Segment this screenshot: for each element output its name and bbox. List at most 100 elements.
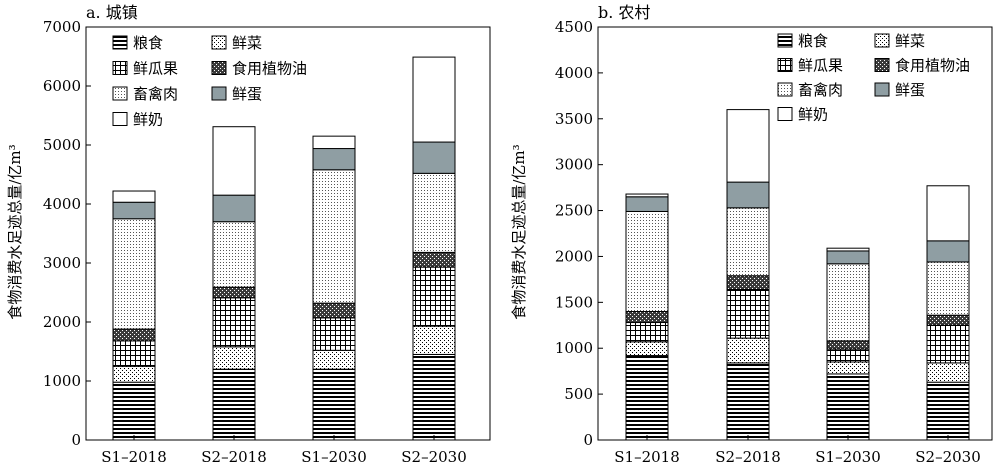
legend-swatch [874,33,890,48]
bar-segment [112,190,156,203]
bar-segment [926,381,970,441]
bar-segment [926,314,970,326]
bar-segment [826,373,870,441]
bar-segment [625,322,669,343]
y-tick-label: 3000 [43,254,81,272]
legend-label: 鲜蛋 [232,85,262,103]
bar-segment [826,340,870,350]
legend-swatch [777,33,793,48]
y-tick-label: 7000 [43,18,81,36]
bar-segment [726,275,770,290]
bar-segment [112,201,156,220]
bar-segment [112,328,156,342]
bar-segment [926,185,970,242]
legend-label: 食用植物油 [232,60,307,78]
bar-segment [412,353,456,441]
bar-segment [826,247,870,252]
bar-segment [312,148,356,171]
bars [112,56,456,441]
x-tick-label: S2–2030 [401,448,467,466]
bar-segment [412,266,456,327]
bar-segment [412,325,456,355]
bar-segment [826,263,870,342]
legend-label: 鲜奶 [798,106,828,124]
bar-segment [112,218,156,330]
bar-segment [726,288,770,339]
bar-segment [726,337,770,364]
legend-swatch [211,61,227,75]
y-axis-label: 食物消费水足迹总量/亿m³ [510,144,528,319]
bar-segment [625,311,669,324]
bar-segment [625,193,669,198]
bar-segment [726,181,770,209]
y-tick-label: 0 [71,431,81,449]
bar-segment [212,286,256,299]
legend-label: 畜禽肉 [798,81,843,99]
y-tick-label: 4500 [555,18,593,36]
x-axis-categories: S1–2018 S2–2018 S1–2030 S2–2030 [614,448,981,466]
legend-swatch [777,82,793,97]
legend-label: 粮食 [798,32,828,50]
legend-swatch [112,112,128,126]
legend-swatch [112,61,128,75]
legend-label: 鲜菜 [232,34,262,52]
bar-segment [826,250,870,265]
x-axis-categories: S1–2018 S2–2018 S1–2030 S2–2030 [101,448,467,466]
x-tick-label: S1–2018 [614,448,680,466]
x-tick-label: S1–2030 [815,448,881,466]
y-tick-label: 3000 [555,156,593,174]
bar-segment [212,297,256,348]
bar-segment [926,362,970,383]
bar-segment [412,251,456,268]
y-axis: 0 1000 2000 3000 4000 5000 6000 7000 [43,18,91,449]
bar-segment [112,381,156,441]
panel-title: b. 农村 [598,3,650,22]
bar-segment [212,126,256,196]
legend-swatch [777,58,793,72]
bar-segment [926,324,970,364]
bar-segment [312,135,356,150]
bar-segment [726,207,770,277]
bar-segment [312,302,356,319]
x-tick-label: S1–2030 [301,448,367,466]
y-axis-label: 食物消费水足迹总量/亿m³ [6,144,24,319]
y-tick-label: 2500 [555,202,593,220]
y-tick-label: 1000 [43,372,81,390]
bar-segment [826,361,870,375]
bar-segment [112,340,156,367]
bar-segment [625,210,669,313]
y-tick-label: 6000 [43,77,81,95]
bar-segment [212,221,256,288]
x-tick-label: S2–2018 [201,448,267,466]
legend-label: 食用植物油 [895,57,970,75]
legend-label: 鲜瓜果 [798,57,843,75]
bar-segment [625,196,669,212]
bar-segment [625,341,669,357]
y-tick-label: 1000 [555,339,593,357]
x-tick-label: S1–2018 [101,448,167,466]
x-tick-label: S2–2030 [915,448,981,466]
bar-segment [412,172,456,253]
legend-swatch [211,86,227,101]
bar-segment [726,109,770,183]
bar-segment [412,141,456,174]
y-tick-label: 500 [564,385,593,403]
bar-segment [926,240,970,263]
panel-title: a. 城镇 [86,3,138,22]
bar-segment [826,348,870,363]
legend-label: 粮食 [133,34,163,52]
legend-label: 鲜奶 [133,111,163,129]
bars [625,109,970,441]
plot-frame [85,26,491,441]
y-tick-label: 2000 [555,247,593,265]
bar-segment [312,169,356,304]
x-tick-label: S2–2018 [715,448,781,466]
legend-swatch [874,82,890,97]
legend-label: 鲜蛋 [895,81,925,99]
legend-swatch [112,86,128,101]
bar-segment [625,355,669,441]
bar-segment [312,317,356,351]
bar-segment [926,261,970,316]
